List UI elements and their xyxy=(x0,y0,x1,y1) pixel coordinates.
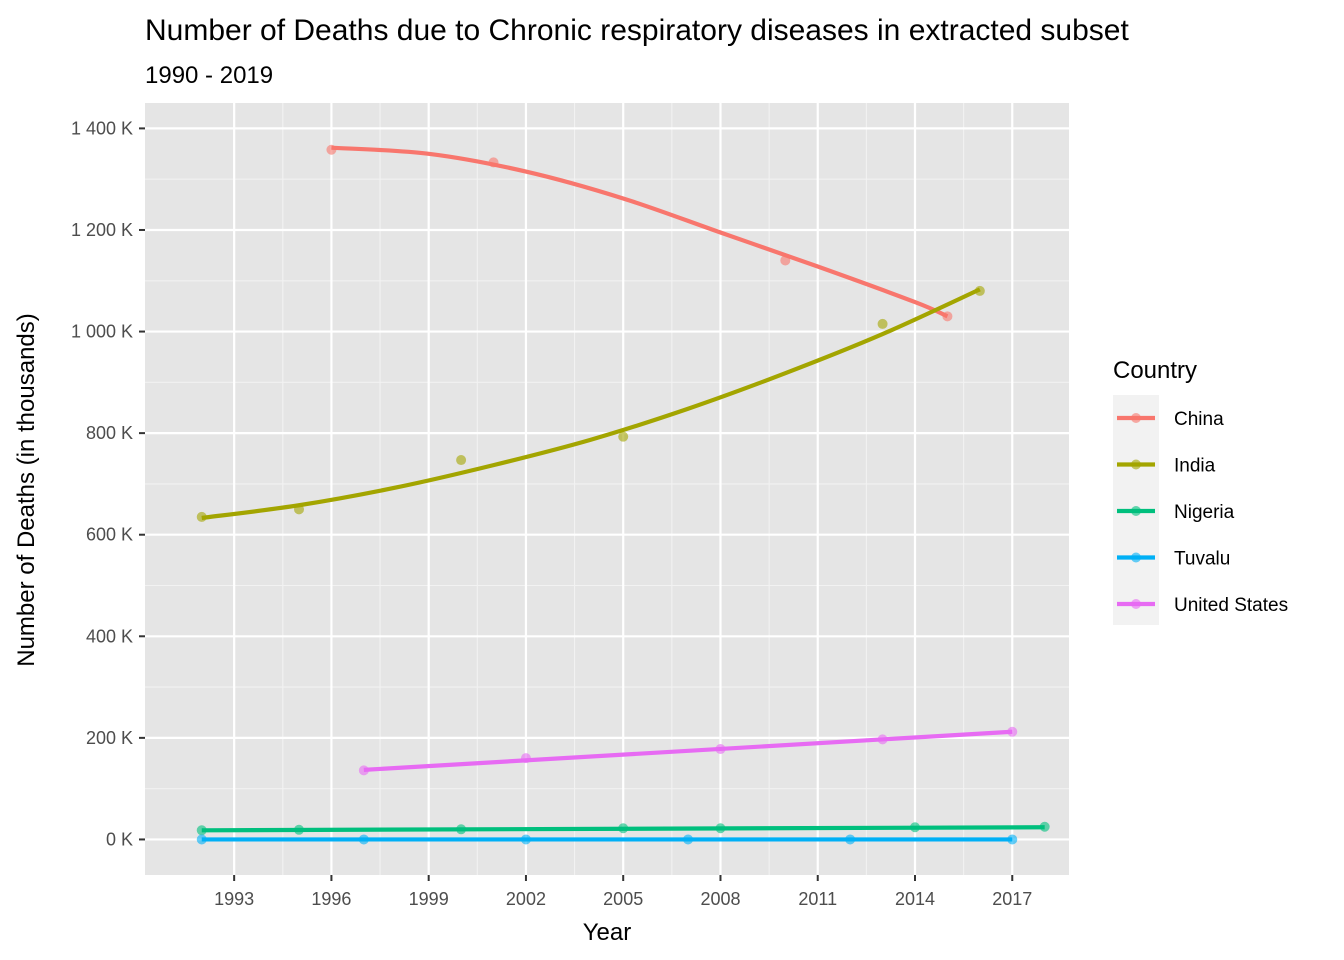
x-tick-label: 2008 xyxy=(700,889,740,909)
y-tick-label: 1 000 K xyxy=(71,322,133,342)
chart-title: Number of Deaths due to Chronic respirat… xyxy=(145,14,1129,47)
data-point-india xyxy=(974,285,985,296)
x-tick-label: 2005 xyxy=(603,889,643,909)
legend-key-point-india xyxy=(1131,459,1141,470)
y-tick-label: 200 K xyxy=(86,728,133,748)
data-point-united-states xyxy=(877,734,888,745)
x-tick-label: 2017 xyxy=(992,889,1032,909)
data-point-united-states xyxy=(358,765,369,776)
data-point-tuvalu xyxy=(196,834,207,845)
data-point-nigeria xyxy=(715,823,726,834)
data-point-tuvalu xyxy=(845,834,856,845)
data-point-china xyxy=(488,157,499,168)
y-tick-label: 1 400 K xyxy=(71,118,133,138)
data-point-tuvalu xyxy=(1007,834,1018,845)
legend-label-nigeria: Nigeria xyxy=(1174,502,1235,523)
data-point-china xyxy=(326,144,337,155)
legend-key-point-tuvalu xyxy=(1131,552,1141,563)
chart-subtitle: 1990 - 2019 xyxy=(145,62,273,89)
data-point-nigeria xyxy=(456,824,467,835)
axes: 0 K 200 K 400 K 600 K 800 K 1 000 K 1 200 K 1 4… xyxy=(71,118,1032,909)
x-tick-label: 2011 xyxy=(798,889,837,909)
x-tick-label: 2014 xyxy=(895,889,935,909)
data-point-india xyxy=(877,318,888,329)
legend-label-tuvalu: Tuvalu xyxy=(1174,549,1230,570)
legend-key-point-nigeria xyxy=(1131,506,1141,516)
y-tick-label: 400 K xyxy=(86,626,133,646)
data-point-india xyxy=(618,431,629,442)
trend-line-united-states xyxy=(363,729,1013,772)
legend-label-china: China xyxy=(1174,409,1224,430)
x-tick-label: 1999 xyxy=(409,889,449,909)
data-point-nigeria xyxy=(1039,821,1050,832)
data-point-china xyxy=(942,311,953,322)
y-tick-label: 600 K xyxy=(86,525,133,545)
data-point-united-states xyxy=(520,753,531,764)
data-point-united-states xyxy=(1007,726,1018,737)
data-point-nigeria xyxy=(910,822,920,833)
plot-panel xyxy=(145,103,1069,875)
data-point-united-states xyxy=(715,744,726,755)
y-tick-label: 800 K xyxy=(86,423,133,443)
data-point-india xyxy=(196,511,207,522)
legend: Country China India Nigeria Tuvalu United St… xyxy=(1113,357,1288,625)
x-tick-label: 2002 xyxy=(506,889,546,909)
legend-label-india: India xyxy=(1174,456,1216,477)
legend-title: Country xyxy=(1113,357,1197,384)
data-point-nigeria xyxy=(196,825,207,836)
x-axis-title: Year xyxy=(583,919,632,946)
y-tick-label: 1 200 K xyxy=(71,220,133,240)
y-tick-label: 0 K xyxy=(106,829,133,849)
x-tick-label: 1996 xyxy=(311,889,351,909)
data-point-tuvalu xyxy=(520,834,531,845)
legend-key-point-china xyxy=(1131,413,1141,423)
x-tick-label: 1993 xyxy=(214,889,254,909)
data-point-india xyxy=(456,455,467,466)
data-point-nigeria xyxy=(618,823,629,834)
data-point-nigeria xyxy=(294,824,304,835)
legend-key-point-united-states xyxy=(1131,599,1141,609)
trend-line-china xyxy=(331,145,949,319)
data-point-tuvalu xyxy=(683,834,694,845)
data-point-china xyxy=(780,255,791,266)
series-layer xyxy=(196,144,1050,845)
trend-line-india xyxy=(201,287,981,521)
y-axis-title: Number of Deaths (in thousands) xyxy=(13,313,40,667)
data-point-india xyxy=(294,504,304,515)
data-point-tuvalu xyxy=(358,834,369,845)
legend-label-united-states: United States xyxy=(1174,595,1288,616)
